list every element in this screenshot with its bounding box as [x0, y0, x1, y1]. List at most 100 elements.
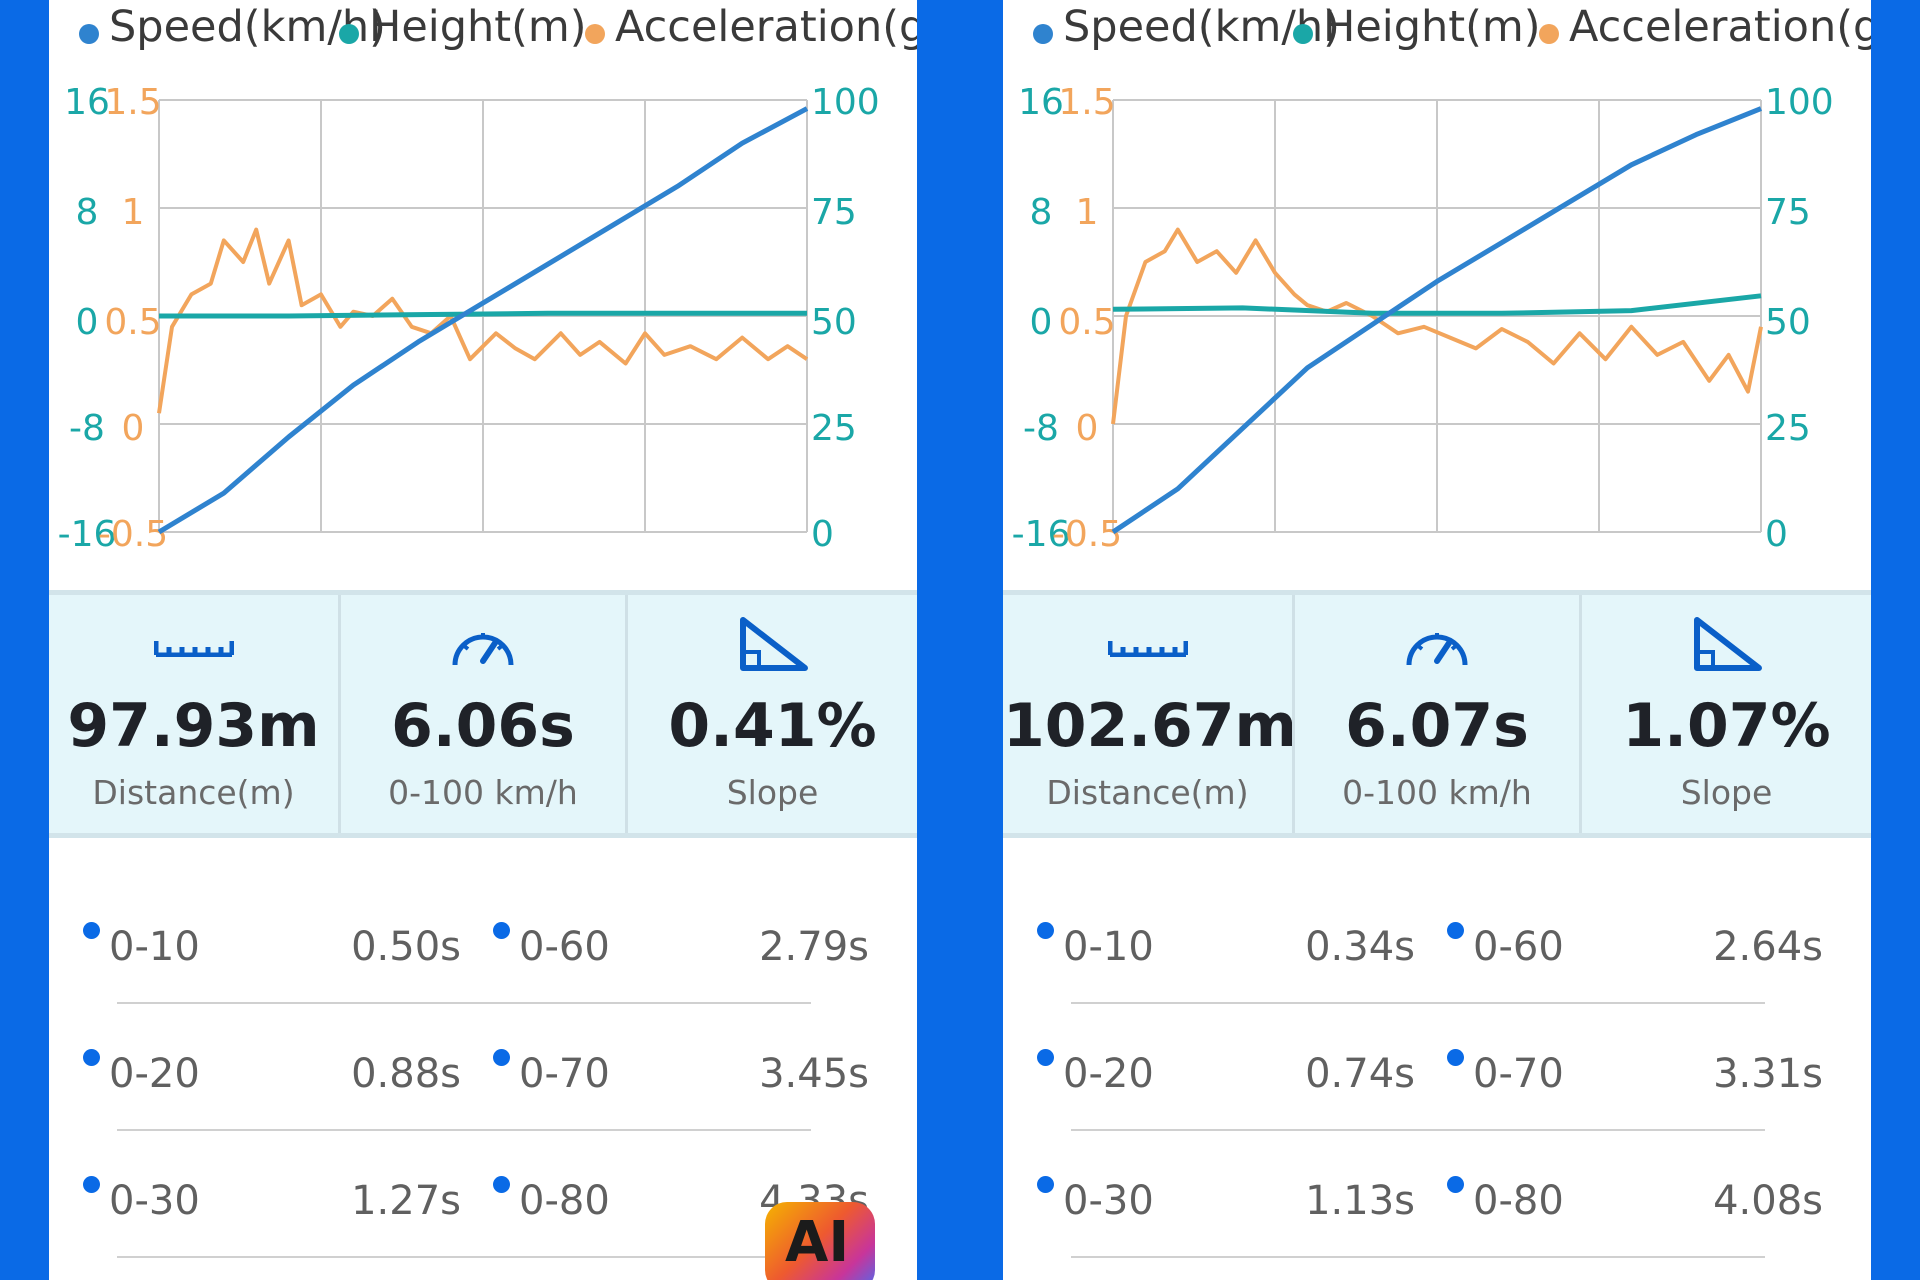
result-panel-right: Speed(km/h) Height(m) Acceleration(g) 16… [1003, 0, 1871, 1280]
legend-height-dot [339, 24, 359, 44]
split-time: 2.64s [1713, 924, 1823, 970]
legend-acceleration-label: Acceleration(g) [1569, 2, 1871, 52]
acceleration-axis-tick: -0.5 [1052, 514, 1122, 555]
legend-height-dot [1293, 24, 1313, 44]
speed-axis-tick: 50 [811, 302, 857, 343]
split-time: 1.27s [351, 1178, 461, 1224]
legend-speed-dot [79, 24, 99, 44]
acceleration-axis-tick: 0.5 [104, 302, 161, 343]
split-range: 0-60 [519, 924, 610, 970]
legend-speed-label: Speed(km/h) [1063, 2, 1340, 52]
divider [1071, 1256, 1765, 1258]
legend-speed-label: Speed(km/h) [109, 2, 386, 52]
height-axis-tick: 16 [1018, 82, 1064, 123]
speed-axis-tick: 100 [1765, 82, 1834, 123]
split-row: 0-10 0.34s 0-60 2.64s [1003, 842, 1871, 1004]
split-row: 0-30 1.13s 0-80 4.08s [1003, 1096, 1871, 1258]
height-axis-tick: -16 [1012, 514, 1071, 555]
split-range: 0-60 [1473, 924, 1564, 970]
stats-bar: 97.93m Distance(m) 6.06s 0-100 km/h 0.41… [49, 590, 917, 838]
height-axis-tick: -8 [1023, 408, 1059, 449]
acceleration-axis-tick: 0.5 [1058, 302, 1115, 343]
speedometer-icon [341, 615, 625, 675]
split-range: 0-20 [1063, 1051, 1154, 1097]
divider [1071, 1129, 1765, 1131]
divider [117, 1129, 811, 1131]
split-row: 0-20 0.74s 0-70 3.31s [1003, 969, 1871, 1131]
bullet-icon [1037, 922, 1054, 939]
legend-acceleration-dot [1539, 24, 1559, 44]
slope-label: Slope [726, 773, 819, 812]
bullet-icon [1447, 1049, 1464, 1066]
slope-value: 0.41% [668, 691, 877, 761]
speed-axis-tick: 75 [1765, 192, 1811, 233]
legend-acceleration-dot [585, 24, 605, 44]
stat-distance: 97.93m Distance(m) [49, 595, 338, 833]
stats-bar: 102.67m Distance(m) 6.07s 0-100 km/h 1.0… [1003, 590, 1871, 838]
stat-distance: 102.67m Distance(m) [1003, 595, 1298, 833]
stat-zero-to-hundred: 6.07s 0-100 km/h [1292, 595, 1579, 833]
zero-to-hundred-label: 0-100 km/h [1342, 773, 1532, 812]
distance-label: Distance(m) [92, 773, 295, 812]
split-range: 0-70 [519, 1051, 610, 1097]
height-line [1112, 293, 1762, 316]
ai-badge-label: AI [785, 1210, 850, 1275]
acceleration-axis-tick: 1.5 [1058, 82, 1115, 123]
height-axis-tick: 0 [1030, 302, 1053, 343]
divider [117, 1002, 811, 1004]
distance-value: 97.93m [67, 691, 320, 761]
split-time: 4.08s [1713, 1178, 1823, 1224]
divider [117, 1256, 811, 1258]
bullet-icon [83, 922, 100, 939]
slope-value: 1.07% [1622, 691, 1831, 761]
split-row: 0-10 0.50s 0-60 2.79s [49, 842, 917, 1004]
split-time: 2.79s [759, 924, 869, 970]
acceleration-line [157, 227, 809, 414]
split-range: 0-20 [109, 1051, 200, 1097]
result-panel-left: Speed(km/h) Height(m) Acceleration(g) 16… [49, 0, 917, 1280]
split-time: 3.45s [759, 1051, 869, 1097]
chart-legend: Speed(km/h) Height(m) Acceleration(g) [1003, 0, 1871, 56]
divider [1071, 1002, 1765, 1004]
speed-axis-tick: 0 [1765, 514, 1788, 555]
split-time: 0.88s [351, 1051, 461, 1097]
speedometer-icon [1295, 615, 1579, 675]
acceleration-axis-tick: 1.5 [104, 82, 161, 123]
acceleration-axis-tick: 0 [122, 408, 145, 449]
speed-axis-tick: 50 [1765, 302, 1811, 343]
height-axis-tick: -8 [69, 408, 105, 449]
bullet-icon [83, 1176, 100, 1193]
height-axis-tick: 0 [76, 302, 99, 343]
speed-axis-tick: 75 [811, 192, 857, 233]
acceleration-line [1111, 227, 1763, 425]
ai-app-badge[interactable]: AI [765, 1202, 875, 1280]
ruler-icon [49, 615, 338, 675]
speed-line [1111, 106, 1762, 535]
split-range: 0-80 [519, 1178, 610, 1224]
acceleration-axis-tick: 0 [1076, 408, 1099, 449]
height-line [159, 310, 807, 319]
split-range: 0-10 [1063, 924, 1154, 970]
acceleration-axis-tick: -0.5 [98, 514, 168, 555]
distance-value: 102.67m [1003, 691, 1298, 761]
speed-axis-tick: 25 [1765, 408, 1811, 449]
slope-label: Slope [1680, 773, 1773, 812]
split-time: 3.31s [1713, 1051, 1823, 1097]
distance-label: Distance(m) [1046, 773, 1249, 812]
split-time: 0.50s [351, 924, 461, 970]
height-axis-tick: 8 [76, 192, 99, 233]
acceleration-axis-tick: 1 [1076, 192, 1099, 233]
slope-icon [628, 615, 917, 675]
ruler-icon [1003, 615, 1292, 675]
zero-to-hundred-label: 0-100 km/h [388, 773, 578, 812]
speed-axis-tick: 100 [811, 82, 880, 123]
bullet-icon [493, 922, 510, 939]
bullet-icon [1037, 1176, 1054, 1193]
bullet-icon [83, 1049, 100, 1066]
split-range: 0-30 [109, 1178, 200, 1224]
zero-to-hundred-value: 6.07s [1345, 691, 1529, 761]
split-time: 0.34s [1305, 924, 1415, 970]
bullet-icon [1447, 1176, 1464, 1193]
legend-speed-dot [1033, 24, 1053, 44]
